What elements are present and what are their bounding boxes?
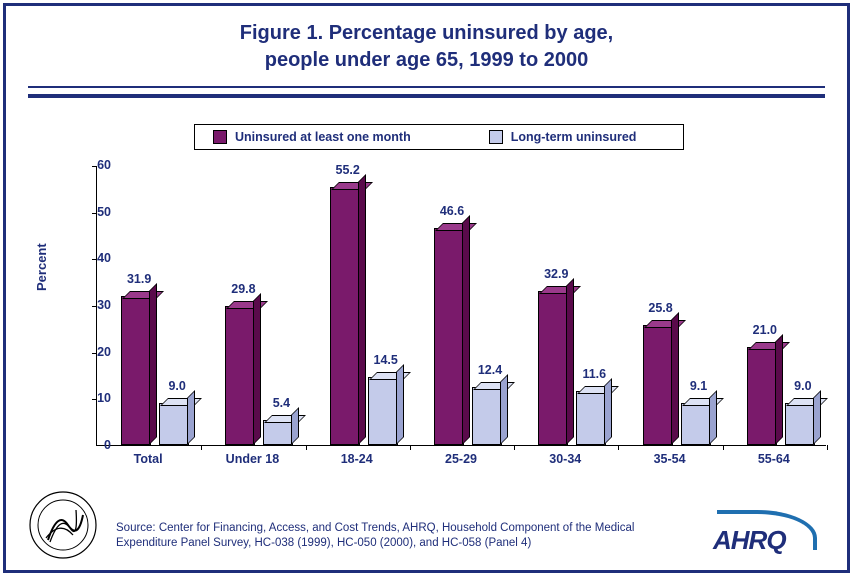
title-line-1: Figure 1. Percentage uninsured by age, [28, 20, 825, 47]
bar [121, 296, 151, 445]
chart-title: Figure 1. Percentage uninsured by age, p… [28, 6, 825, 88]
bar [330, 187, 360, 445]
bar [434, 228, 464, 445]
bar [538, 291, 568, 445]
category-label: Under 18 [207, 452, 297, 466]
category-label: 55-64 [729, 452, 819, 466]
value-label: 29.8 [223, 282, 263, 296]
value-label: 21.0 [745, 323, 785, 337]
legend-swatch-1 [489, 130, 503, 144]
bar [225, 306, 255, 445]
category-label: 25-29 [416, 452, 506, 466]
figure-frame: Figure 1. Percentage uninsured by age, p… [3, 3, 850, 573]
ytick-label: 10 [81, 391, 111, 405]
value-label: 9.0 [783, 379, 823, 393]
value-label: 9.0 [157, 379, 197, 393]
value-label: 9.1 [679, 379, 719, 393]
category-label: 35-54 [625, 452, 715, 466]
category-label: Total [103, 452, 193, 466]
value-label: 55.2 [328, 163, 368, 177]
category-label: 30-34 [520, 452, 610, 466]
value-label: 5.4 [261, 396, 301, 410]
title-line-2: people under age 65, 1999 to 2000 [28, 47, 825, 74]
ytick-label: 40 [81, 251, 111, 265]
ahrq-logo-text: AHRQ [713, 525, 786, 556]
bar [747, 347, 777, 445]
hhs-seal-icon [28, 490, 98, 560]
chart-area: 31.9 9.0 29.8 5.4 55.2 14.5 46.6 12.4 32.9 11.6 25… [96, 166, 826, 466]
bar [681, 403, 711, 445]
ytick-label: 50 [81, 205, 111, 219]
bar [263, 420, 293, 445]
value-label: 25.8 [641, 301, 681, 315]
y-axis-label: Percent [34, 243, 49, 291]
value-label: 12.4 [470, 363, 510, 377]
value-label: 31.9 [119, 272, 159, 286]
ytick-label: 0 [81, 438, 111, 452]
value-label: 14.5 [366, 353, 406, 367]
bar [576, 391, 606, 445]
legend: Uninsured at least one month Long-term u… [194, 124, 684, 150]
bar [159, 403, 189, 445]
bar [368, 377, 398, 445]
value-label: 32.9 [536, 267, 576, 281]
source-footer: Source: Center for Financing, Access, an… [116, 521, 676, 552]
ytick-label: 30 [81, 298, 111, 312]
bar [785, 403, 815, 445]
ytick-label: 20 [81, 345, 111, 359]
bar [643, 325, 673, 445]
ytick-label: 60 [81, 158, 111, 172]
legend-item-0: Uninsured at least one month [195, 130, 411, 144]
plot-region: 31.9 9.0 29.8 5.4 55.2 14.5 46.6 12.4 32.9 11.6 25… [96, 166, 826, 446]
ahrq-logo: AHRQ [713, 514, 825, 556]
legend-label-1: Long-term uninsured [511, 130, 637, 144]
legend-label-0: Uninsured at least one month [235, 130, 411, 144]
title-divider [28, 94, 825, 98]
value-label: 11.6 [574, 367, 614, 381]
bar [472, 387, 502, 445]
legend-swatch-0 [213, 130, 227, 144]
value-label: 46.6 [432, 204, 472, 218]
legend-item-1: Long-term uninsured [471, 130, 637, 144]
category-label: 18-24 [312, 452, 402, 466]
